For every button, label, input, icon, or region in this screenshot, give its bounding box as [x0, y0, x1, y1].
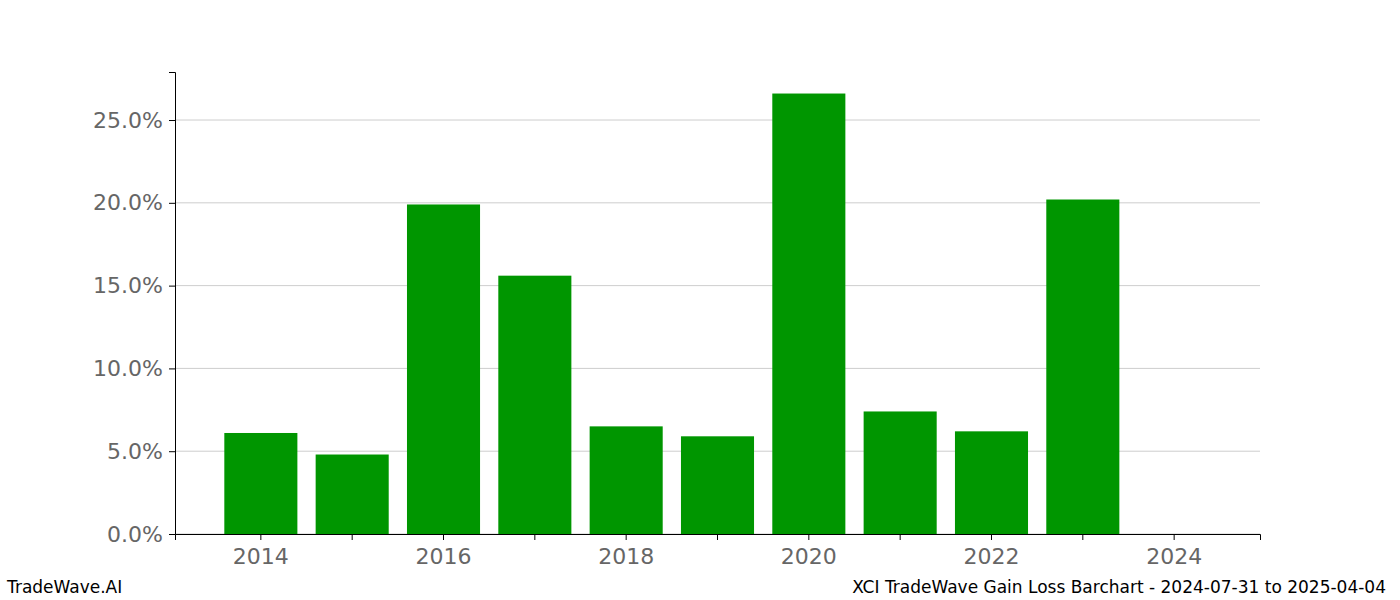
x-tick-label: 2016 [416, 544, 472, 569]
x-tick: 2016 [416, 534, 472, 569]
x-axis: 2014 2016 2018 2020 2022 2024 [176, 534, 1261, 569]
grid-line [175, 120, 1260, 121]
x-tick [717, 534, 718, 540]
y-tick-mark [169, 203, 175, 204]
y-tick: 0.0% [107, 522, 175, 547]
y-tick-label: 5.0% [107, 439, 163, 464]
y-tick-label: 15.0% [93, 273, 163, 298]
title: XCI TradeWave Gain Loss Barchart - 2024-… [852, 577, 1386, 597]
y-tick-mark [169, 286, 175, 287]
x-tick-mark [808, 534, 809, 540]
bar [224, 433, 297, 534]
x-tick-label: 2014 [233, 544, 289, 569]
x-tick: 2022 [963, 534, 1019, 569]
y-tick-label: 0.0% [107, 522, 163, 547]
x-tick-label: 2020 [781, 544, 837, 569]
bar [864, 411, 937, 534]
grid [175, 120, 1260, 534]
y-tick-mark [169, 368, 175, 369]
x-tick-mark [1174, 534, 1175, 540]
y-tick-label: 20.0% [93, 190, 163, 215]
x-tick-mark [900, 534, 901, 540]
x-tick [900, 534, 901, 540]
y-tick: 10.0% [93, 356, 175, 381]
bar [681, 436, 754, 534]
x-tick-mark [1082, 534, 1083, 540]
x-tick-mark [352, 534, 353, 540]
x-tick-mark [626, 534, 627, 540]
y-tick-mark [169, 120, 175, 121]
y-axis: 0.0% 5.0% 10.0% 15.0% 20.0% 25.0% [93, 73, 175, 547]
plot: 0.0% 5.0% 10.0% 15.0% 20.0% 25.0% 2014 2016 2018… [93, 73, 1260, 569]
x-tick-mark [991, 534, 992, 540]
bar [316, 455, 389, 534]
bar [590, 426, 663, 534]
bar [772, 94, 845, 534]
y-tick-mark [169, 451, 175, 452]
bars [224, 94, 1119, 534]
y-tick: 25.0% [93, 108, 175, 133]
y-tick: 5.0% [107, 439, 175, 464]
x-tick: 2014 [233, 534, 289, 569]
x-tick-mark [717, 534, 718, 540]
x-tick [1082, 534, 1083, 540]
x-tick: 2024 [1146, 534, 1202, 569]
x-tick [352, 534, 353, 540]
x-tick-mark [260, 534, 261, 540]
x-tick-mark [534, 534, 535, 540]
bar [407, 204, 480, 534]
x-tick-label: 2024 [1146, 544, 1202, 569]
x-tick-label: 2018 [598, 544, 654, 569]
x-tick: 2020 [781, 534, 837, 569]
bar [498, 276, 571, 534]
x-tick [534, 534, 535, 540]
y-tick: 15.0% [93, 273, 175, 298]
x-tick-mark [443, 534, 444, 540]
y-tick-mark [169, 534, 175, 535]
bar [955, 431, 1028, 534]
y-tick-label: 10.0% [93, 356, 163, 381]
y-tick-label: 25.0% [93, 108, 163, 133]
x-axis-line [176, 535, 1261, 541]
bar [1046, 200, 1119, 534]
x-tick-label: 2022 [963, 544, 1019, 569]
y-axis-line [169, 73, 176, 535]
y-tick: 20.0% [93, 190, 175, 215]
credit: TradeWave.AI [6, 577, 122, 597]
chart: 0.0% 5.0% 10.0% 15.0% 20.0% 25.0% 2014 2016 2018… [0, 0, 1400, 600]
x-tick: 2018 [598, 534, 654, 569]
